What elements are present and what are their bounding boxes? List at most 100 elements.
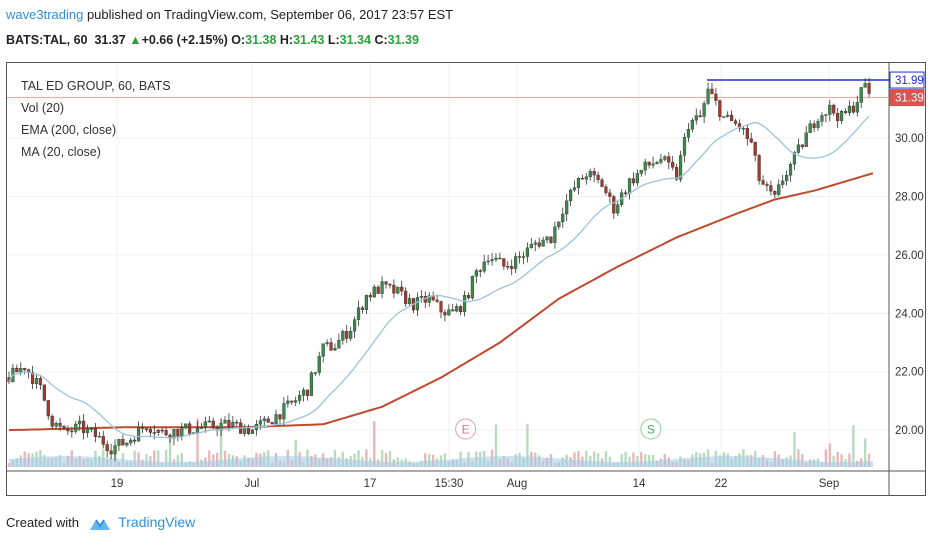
volume-bar	[494, 424, 498, 467]
candle-body	[529, 244, 533, 249]
volume-bar	[145, 454, 148, 467]
open-value: 31.38	[245, 33, 277, 47]
candle-body	[541, 239, 545, 247]
candle-body	[415, 297, 420, 311]
candle-body	[46, 400, 50, 417]
candle-body	[152, 432, 156, 434]
candle-body	[671, 162, 675, 168]
candle-body	[195, 427, 200, 433]
volume-bar	[836, 451, 839, 467]
author-link[interactable]: wave3trading	[6, 7, 84, 22]
volume-bar	[863, 438, 867, 467]
candle-body	[188, 423, 192, 434]
candle-body	[855, 102, 859, 113]
volume-bar	[636, 456, 639, 467]
candle-body	[305, 389, 310, 396]
candle-body	[85, 428, 90, 434]
y-tick-label: 24.00	[895, 308, 924, 320]
volume-bar	[219, 418, 223, 467]
candle-body	[82, 420, 86, 434]
candle-body	[172, 429, 176, 439]
volume-bar	[373, 421, 376, 467]
candle-body	[309, 372, 313, 396]
volume-bar	[848, 453, 851, 467]
candle-body	[125, 442, 129, 446]
candle-body	[804, 132, 808, 147]
candle-body	[243, 427, 247, 434]
candle-body	[156, 429, 160, 433]
ma-20-line	[8, 115, 870, 439]
candle-body	[34, 378, 39, 385]
candle-body	[227, 419, 231, 427]
volume-bar	[137, 452, 140, 467]
candle-body	[317, 356, 321, 373]
price-chart[interactable]: E S 20.00 22.00 24.00 26.00 28.00 30.00 19 Jul 17 1…	[7, 63, 925, 495]
candle-body	[164, 430, 168, 436]
candle-body	[439, 301, 443, 313]
chart-frame[interactable]: E S 20.00 22.00 24.00 26.00 28.00 30.00 19 Jul 17 1…	[6, 62, 926, 496]
candle-body	[427, 295, 431, 303]
candle-body	[828, 104, 832, 115]
candle-body	[286, 400, 290, 404]
candle-body	[337, 340, 341, 349]
candle-body	[290, 400, 294, 403]
candle-body	[576, 178, 581, 188]
candle-body	[235, 421, 239, 424]
volume-bar	[577, 450, 580, 467]
volume-bar	[604, 451, 608, 467]
candle-body	[572, 187, 577, 191]
volume-bar	[294, 439, 297, 467]
volume-bar	[624, 451, 627, 467]
candle-body	[655, 162, 659, 164]
candle-body	[678, 155, 683, 180]
price-change: +0.66 (+2.15%)	[141, 33, 228, 47]
candle-body	[459, 306, 463, 313]
candle-body	[443, 311, 447, 316]
volume-bar	[196, 418, 199, 467]
candle-body	[588, 171, 592, 177]
volume-bar	[620, 454, 623, 467]
candle-body	[486, 260, 490, 263]
candle-body	[847, 105, 852, 114]
candle-body	[345, 331, 349, 339]
candle-body	[498, 257, 502, 260]
tradingview-brand-link[interactable]: TradingView	[118, 514, 196, 530]
last-price-tag-label: 31.39	[895, 93, 924, 105]
high-value: 31.43	[293, 33, 325, 47]
x-tick-label: Jul	[245, 478, 260, 490]
legend-title: TAL ED GROUP, 60, BATS	[21, 79, 171, 93]
candle-body	[553, 226, 557, 243]
candle-body	[635, 173, 639, 184]
candle-body	[639, 169, 643, 174]
candle-body	[70, 430, 74, 433]
candle-body	[533, 242, 537, 245]
candle-body	[368, 295, 372, 298]
volume-bar	[628, 456, 631, 467]
candle-body	[785, 175, 789, 182]
volume-bar	[797, 449, 800, 467]
candle-body	[608, 192, 612, 197]
legend-ema[interactable]: EMA (200, close)	[21, 123, 117, 137]
candle-body	[800, 144, 804, 147]
volume-bar	[153, 450, 156, 467]
candle-body	[557, 221, 561, 228]
candle-body	[604, 186, 608, 193]
candle-body	[737, 123, 742, 129]
candle-body	[741, 127, 745, 130]
candle-body	[863, 83, 867, 88]
candle-body	[521, 256, 526, 258]
candle-body	[757, 155, 761, 181]
candle-body	[722, 116, 726, 118]
candle-body	[490, 259, 494, 262]
legend-vol[interactable]: Vol (20)	[21, 101, 65, 115]
candle-body	[686, 129, 691, 138]
volume-bar	[180, 453, 183, 467]
candle-body	[769, 185, 773, 192]
x-tick-label: Sep	[819, 478, 839, 490]
x-tick-label: 19	[111, 478, 124, 490]
candle-body	[718, 100, 722, 117]
legend-ma[interactable]: MA (20, close)	[21, 145, 101, 159]
volume-ma-area	[9, 456, 873, 467]
candle-body	[23, 368, 27, 370]
candle-body	[97, 436, 101, 438]
